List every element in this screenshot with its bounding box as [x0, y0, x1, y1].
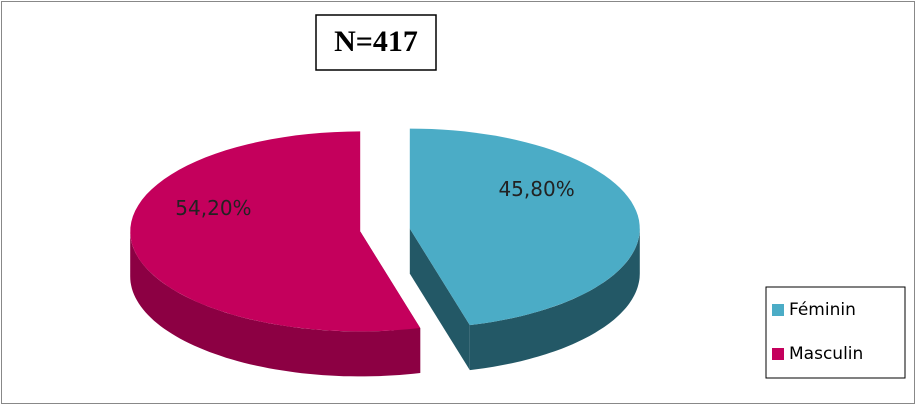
legend-swatch: [772, 348, 784, 360]
legend-swatch: [772, 304, 784, 316]
chart-title: N=417: [334, 25, 418, 58]
slice-cut-face: [409, 228, 470, 371]
data-label: 54,20%: [175, 196, 251, 220]
pie-slice: [409, 128, 640, 326]
legend-box: [765, 286, 906, 379]
pie-slice: [130, 131, 421, 332]
legend-label: Féminin: [789, 300, 856, 320]
title-box: [315, 14, 437, 71]
slice-side: [130, 231, 421, 377]
data-label: 45,80%: [498, 177, 574, 201]
slice-side: [469, 228, 640, 371]
legend-label: Masculin: [789, 344, 863, 364]
